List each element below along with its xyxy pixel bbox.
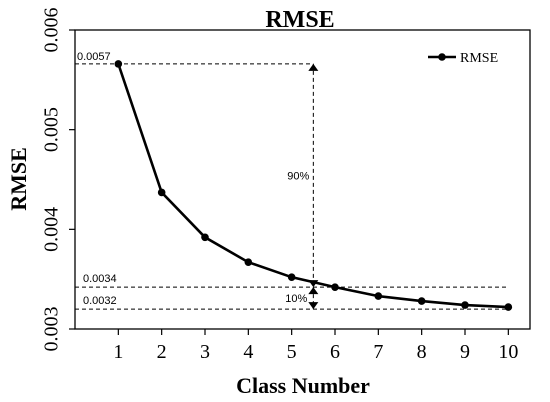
- legend-point-marker: [438, 53, 446, 61]
- annotation-low-value: 0.0032: [83, 295, 117, 307]
- y-tick-label: 0.006: [41, 8, 63, 53]
- x-tick-label: 10: [498, 341, 518, 363]
- x-tick-label: 2: [157, 341, 167, 363]
- annotation-10-percent: 10%: [285, 293, 307, 305]
- data-point: [461, 301, 469, 309]
- data-point: [504, 303, 513, 311]
- series-group: [114, 60, 513, 311]
- arrowhead-mid-up: [308, 287, 319, 295]
- data-point: [417, 297, 426, 305]
- chart-title: RMSE: [265, 7, 334, 33]
- x-tick-label: 4: [243, 341, 253, 363]
- annotation-guides: [75, 63, 509, 310]
- data-point: [157, 188, 166, 197]
- x-tick-label: 9: [460, 341, 470, 363]
- series-line-0: [117, 63, 509, 309]
- y-tick-label: 0.005: [41, 107, 63, 152]
- arrowhead-low: [308, 302, 319, 310]
- data-point: [114, 60, 123, 68]
- annotation-top-value: 0.0057: [77, 51, 111, 63]
- data-point: [331, 283, 339, 291]
- x-tick-label: 5: [287, 341, 297, 363]
- data-point: [374, 292, 383, 300]
- x-axis-ticks: 1 2 3 4 5 6 7 8 9 10: [113, 329, 518, 363]
- x-tick-label: 1: [113, 341, 123, 363]
- annotation-90-percent: 90%: [287, 171, 309, 183]
- x-axis-title: Class Number: [236, 373, 370, 398]
- y-tick-label: 0.003: [41, 307, 63, 352]
- data-point: [244, 258, 253, 267]
- x-tick-label: 6: [330, 341, 340, 363]
- x-tick-label: 3: [200, 341, 210, 363]
- legend-label: RMSE: [460, 51, 498, 66]
- x-tick-label: 7: [373, 341, 383, 363]
- data-point: [287, 273, 296, 281]
- x-tick-label: 8: [417, 341, 427, 363]
- data-point: [201, 233, 209, 242]
- plot-frame: [74, 29, 531, 330]
- y-axis-title: RMSE: [6, 147, 31, 211]
- arrowhead-top: [308, 63, 319, 71]
- y-axis-ticks: 0.003 0.004 0.005 0.006: [41, 8, 75, 352]
- legend: RMSE: [428, 51, 498, 66]
- y-tick-label: 0.004: [41, 207, 63, 252]
- annotation-mid-value: 0.0034: [83, 273, 117, 285]
